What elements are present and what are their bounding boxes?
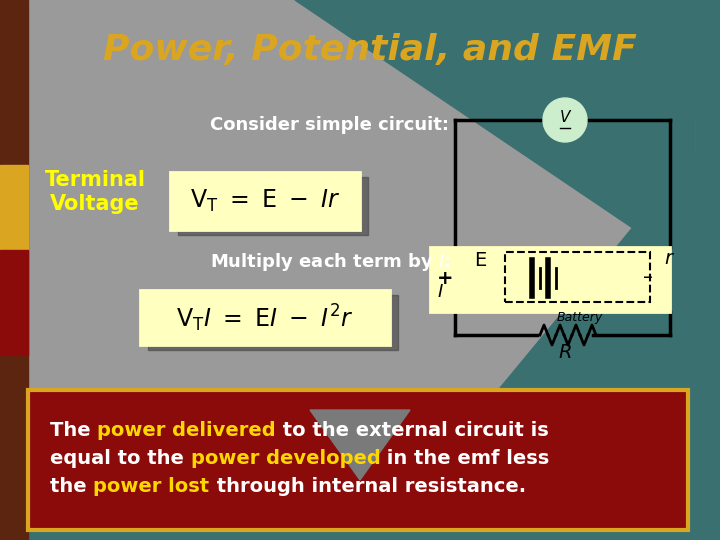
Text: Battery: Battery <box>557 312 603 325</box>
Bar <box>148 295 398 350</box>
Bar <box>0 0 28 540</box>
Text: power delivered: power delivered <box>97 421 276 440</box>
Bar <box>140 290 390 345</box>
Bar <box>178 177 368 235</box>
Bar <box>505 252 650 302</box>
Bar <box>430 247 670 312</box>
Text: Multiply each term by $\mathit{I}$:: Multiply each term by $\mathit{I}$: <box>210 251 451 273</box>
Text: The: The <box>50 421 97 440</box>
Text: to the external circuit is: to the external circuit is <box>276 421 549 440</box>
Polygon shape <box>310 410 410 480</box>
Text: Consider simple circuit:: Consider simple circuit: <box>210 116 449 134</box>
Text: +: + <box>437 268 454 287</box>
Text: $I$: $I$ <box>436 283 444 301</box>
Text: the: the <box>50 476 94 496</box>
Text: power developed: power developed <box>191 449 380 468</box>
Bar <box>170 172 360 230</box>
Polygon shape <box>295 0 695 270</box>
Text: through internal resistance.: through internal resistance. <box>210 476 526 496</box>
Text: in the emf less: in the emf less <box>380 449 549 468</box>
Text: E: E <box>474 251 486 269</box>
Text: –: – <box>643 268 653 287</box>
Text: Terminal
Voltage: Terminal Voltage <box>45 170 145 214</box>
Text: power lost: power lost <box>94 476 210 496</box>
Bar <box>0 165 28 250</box>
Circle shape <box>543 98 587 142</box>
Text: equal to the: equal to the <box>50 449 191 468</box>
Bar <box>0 250 28 355</box>
Polygon shape <box>28 0 695 410</box>
Bar <box>28 410 695 540</box>
Text: $R$: $R$ <box>558 342 572 361</box>
Text: Power, Potential, and EMF: Power, Potential, and EMF <box>103 33 637 67</box>
Polygon shape <box>370 0 695 150</box>
Text: V: V <box>560 110 570 125</box>
Bar <box>28 390 688 530</box>
Text: $\mathsf{V}_\mathsf{T}\mathit{I}\ =\ \mathsf{E}\mathit{I}\ -\ \mathit{I}^2r$: $\mathsf{V}_\mathsf{T}\mathit{I}\ =\ \ma… <box>176 302 354 334</box>
Text: $r$: $r$ <box>665 248 675 267</box>
Text: $\mathsf{V}_\mathsf{T}\ =\ \mathsf{E}\ -\ \mathit{Ir}$: $\mathsf{V}_\mathsf{T}\ =\ \mathsf{E}\ -… <box>189 188 341 214</box>
Polygon shape <box>430 0 695 120</box>
Bar <box>28 390 688 530</box>
Polygon shape <box>400 0 695 110</box>
